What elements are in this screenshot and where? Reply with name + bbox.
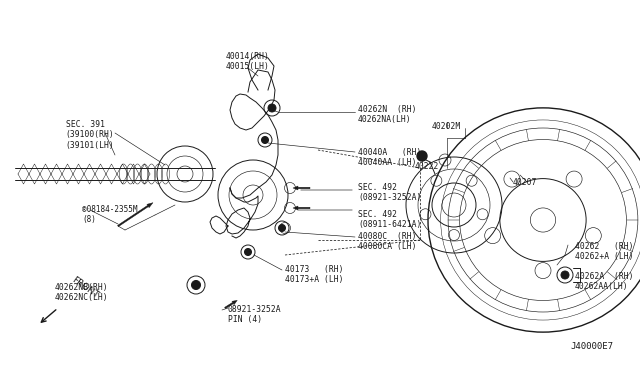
Circle shape: [262, 137, 269, 144]
Text: 08921-3252A
PIN (4): 08921-3252A PIN (4): [228, 305, 282, 324]
Circle shape: [278, 224, 285, 231]
Text: 40080C  (RH)
40080CA (LH): 40080C (RH) 40080CA (LH): [358, 232, 417, 251]
Text: 40014(RH)
40015(LH): 40014(RH) 40015(LH): [226, 52, 270, 71]
Text: 40207: 40207: [513, 178, 538, 187]
Circle shape: [417, 151, 427, 161]
Circle shape: [268, 104, 276, 112]
Text: SEC. 492
(08911-6421A): SEC. 492 (08911-6421A): [358, 210, 421, 230]
Text: 40262   (RH)
40262+A (LH): 40262 (RH) 40262+A (LH): [575, 242, 634, 262]
Text: FRONT: FRONT: [70, 275, 100, 300]
Circle shape: [244, 248, 252, 256]
Text: 40262N  (RH)
40262NA(LH): 40262N (RH) 40262NA(LH): [358, 105, 417, 124]
Text: SEC. 391
(39100(RH)
(39101(LH): SEC. 391 (39100(RH) (39101(LH): [66, 120, 115, 150]
FancyArrow shape: [293, 206, 310, 210]
Circle shape: [191, 280, 200, 289]
Text: ®08184-2355M
(8): ®08184-2355M (8): [82, 205, 138, 224]
Text: J40000E7: J40000E7: [570, 342, 613, 351]
Text: 40262A  (RH)
40262AA(LH): 40262A (RH) 40262AA(LH): [575, 272, 634, 291]
Text: 40202M: 40202M: [432, 122, 461, 131]
Text: 40173   (RH)
40173+A (LH): 40173 (RH) 40173+A (LH): [285, 265, 344, 285]
FancyArrow shape: [293, 186, 310, 190]
FancyArrow shape: [225, 300, 237, 309]
Text: SEC. 492
(08921-3252A): SEC. 492 (08921-3252A): [358, 183, 421, 202]
Circle shape: [561, 271, 569, 279]
FancyArrow shape: [118, 203, 153, 227]
Text: 40040A   (RH)
40040AA (LH): 40040A (RH) 40040AA (LH): [358, 148, 421, 167]
Text: 40262NB(RH)
40262NC(LH): 40262NB(RH) 40262NC(LH): [55, 283, 109, 302]
Text: 40222: 40222: [415, 162, 440, 171]
